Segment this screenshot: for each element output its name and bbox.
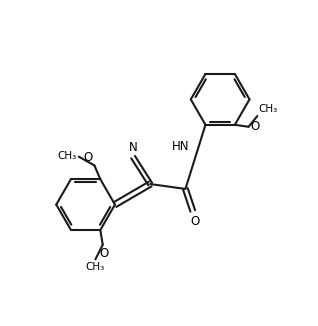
Text: CH₃: CH₃ bbox=[86, 262, 105, 272]
Text: CH₃: CH₃ bbox=[58, 151, 77, 161]
Text: O: O bbox=[99, 247, 108, 259]
Text: N: N bbox=[129, 141, 137, 154]
Text: HN: HN bbox=[172, 140, 190, 153]
Text: CH₃: CH₃ bbox=[259, 104, 278, 114]
Text: O: O bbox=[250, 120, 259, 133]
Text: O: O bbox=[83, 151, 93, 164]
Text: O: O bbox=[190, 215, 200, 228]
